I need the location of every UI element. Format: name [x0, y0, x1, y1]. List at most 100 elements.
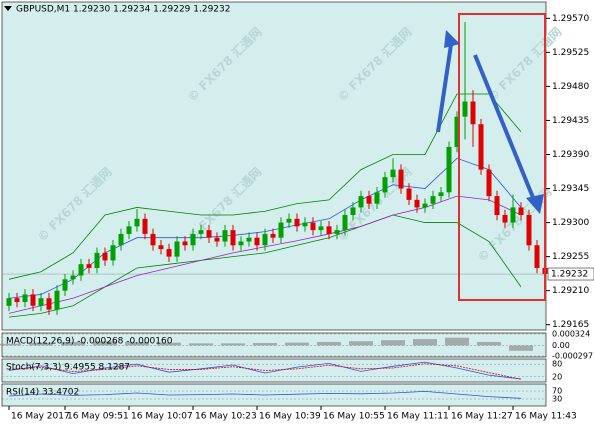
- candle-body: [398, 169, 404, 189]
- y-tick-label: 1.29390: [552, 150, 589, 160]
- plot: [0, 17, 550, 400]
- candle-body: [238, 241, 244, 246]
- candle-body: [510, 207, 516, 223]
- candle-body: [382, 177, 388, 193]
- candle-body: [230, 230, 236, 246]
- macd-bar: [125, 341, 149, 346]
- macd-bar: [381, 340, 405, 346]
- panel-title: Stoch(7,3,3) 9.4955 8.1287: [6, 363, 130, 373]
- macd-bar: [0, 343, 21, 346]
- macd-bar: [189, 343, 213, 346]
- candle-body: [446, 146, 452, 193]
- candle-body: [302, 222, 308, 227]
- candle-body: [422, 203, 428, 208]
- candle-body: [94, 252, 100, 268]
- x-tick-label: 16 May 10:55: [323, 412, 385, 422]
- x-tick-label: 16 May 11:43: [515, 412, 577, 422]
- x-tick-label: 16 May 10:23: [195, 412, 257, 422]
- x-tick-label: 16 May 11:11: [387, 412, 449, 422]
- x-tick-label: 16 May 10:07: [131, 412, 193, 422]
- candle-body: [46, 298, 52, 310]
- candle-body: [534, 245, 540, 268]
- up-arrowhead: [444, 30, 460, 48]
- candle-body: [310, 222, 316, 231]
- y-tick-label: 1.29210: [552, 286, 589, 296]
- panel-tick-label: -0.000297: [552, 352, 593, 361]
- candle-body: [70, 275, 76, 280]
- candle-body: [326, 226, 332, 234]
- candle-body: [294, 218, 300, 227]
- candle-body: [190, 233, 196, 246]
- candle-body: [166, 249, 172, 257]
- overlay-line: [8, 93, 522, 280]
- down-arrowhead: [526, 194, 544, 214]
- candle-body: [246, 237, 252, 242]
- candle-body: [278, 222, 284, 238]
- candle-body: [78, 264, 84, 276]
- candle-body: [222, 230, 228, 242]
- candle-body: [118, 233, 124, 246]
- indicator-line: [8, 390, 522, 399]
- candle-body: [526, 215, 532, 246]
- macd-bar: [285, 342, 309, 346]
- candle-body: [86, 264, 92, 268]
- candle-body: [214, 237, 220, 242]
- candle-body: [150, 233, 156, 246]
- macd-bar: [413, 339, 437, 346]
- macd-bar: [29, 342, 53, 346]
- candle-body: [462, 101, 468, 117]
- candle-body: [374, 192, 380, 204]
- candle-body: [318, 226, 324, 231]
- candle-body: [262, 233, 268, 246]
- candle-body: [174, 241, 180, 257]
- header-icon: [4, 6, 12, 11]
- candle-body: [206, 230, 212, 238]
- candle-body: [478, 124, 484, 170]
- y-tick-label: 1.29345: [552, 184, 589, 194]
- candle-body: [54, 290, 60, 310]
- candle-body: [454, 116, 460, 147]
- last-price-label: 1.29232: [551, 270, 588, 280]
- y-tick-label: 1.29300: [552, 218, 589, 228]
- y-tick-label: 1.29525: [552, 48, 589, 58]
- macd-bar: [509, 345, 533, 351]
- macd-bar: [477, 341, 501, 346]
- overlay-line: [8, 214, 522, 318]
- macd-bar: [349, 341, 373, 346]
- panel-tick-label: 30: [552, 395, 562, 404]
- macd-bar: [157, 342, 181, 346]
- up-arrow: [436, 37, 454, 133]
- candle-body: [254, 237, 260, 246]
- y-tick-label: 1.29435: [552, 116, 589, 126]
- macd-bar: [445, 337, 469, 346]
- candle-body: [470, 101, 476, 125]
- candle-body: [6, 298, 12, 306]
- x-tick-label: 16 May 09:51: [67, 412, 129, 422]
- panel-tick-label: 80: [552, 360, 562, 369]
- candle-body: [414, 199, 420, 208]
- macd-bar: [93, 341, 117, 346]
- panel-tick-label: 0.000324: [552, 330, 590, 339]
- candle-body: [494, 196, 500, 216]
- candle-body: [430, 196, 436, 204]
- candle-body: [110, 245, 116, 261]
- panel-title: MACD(12,26,9) -0.000268 -0.000160: [6, 337, 173, 347]
- highlight-box: [458, 13, 546, 301]
- panel-tick-label: 70: [552, 387, 562, 396]
- candle-body: [158, 245, 164, 250]
- macd-bar: [221, 343, 245, 346]
- y-tick-label: 1.29570: [552, 14, 589, 24]
- candle-body: [486, 169, 492, 197]
- candle-body: [366, 196, 372, 204]
- candle-body: [406, 188, 412, 200]
- macd-bar: [253, 342, 277, 346]
- candle-body: [270, 233, 276, 238]
- indicator-line: [8, 363, 522, 380]
- panel-tick-label: 20: [552, 372, 562, 381]
- y-tick-label: 1.29165: [552, 320, 589, 330]
- candle-body: [518, 207, 524, 216]
- candle-body: [342, 215, 348, 231]
- candle-body: [334, 230, 340, 234]
- candle-body: [390, 169, 396, 178]
- macd-bar: [317, 341, 341, 346]
